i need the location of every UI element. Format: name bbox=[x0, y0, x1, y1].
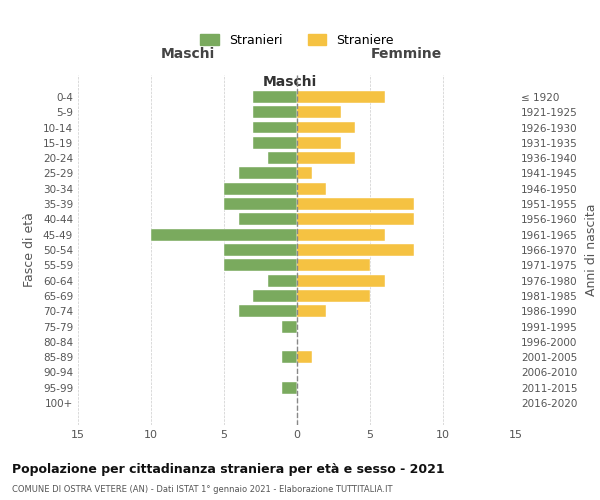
Bar bbox=[297, 214, 414, 226]
Text: Femmine: Femmine bbox=[371, 47, 442, 61]
Bar bbox=[239, 214, 297, 226]
Bar bbox=[297, 351, 311, 363]
Legend: Stranieri, Straniere: Stranieri, Straniere bbox=[195, 29, 399, 52]
Y-axis label: Anni di nascita: Anni di nascita bbox=[584, 204, 598, 296]
Bar bbox=[297, 168, 311, 179]
Bar bbox=[297, 274, 385, 286]
Bar bbox=[297, 198, 414, 210]
Bar bbox=[253, 290, 297, 302]
Bar bbox=[268, 152, 297, 164]
Bar bbox=[297, 260, 370, 272]
Bar bbox=[253, 91, 297, 103]
Bar bbox=[224, 260, 297, 272]
Bar bbox=[268, 274, 297, 286]
Bar bbox=[297, 228, 385, 240]
Bar bbox=[151, 228, 297, 240]
Bar bbox=[224, 198, 297, 210]
Bar bbox=[297, 91, 385, 103]
Bar bbox=[283, 351, 297, 363]
Text: Maschi: Maschi bbox=[263, 75, 317, 89]
Bar bbox=[297, 106, 341, 118]
Bar bbox=[253, 122, 297, 134]
Text: COMUNE DI OSTRA VETERE (AN) - Dati ISTAT 1° gennaio 2021 - Elaborazione TUTTITAL: COMUNE DI OSTRA VETERE (AN) - Dati ISTAT… bbox=[12, 485, 392, 494]
Bar bbox=[297, 290, 370, 302]
Bar bbox=[283, 382, 297, 394]
Text: Maschi: Maschi bbox=[160, 47, 215, 61]
Bar bbox=[297, 122, 355, 134]
Y-axis label: Fasce di età: Fasce di età bbox=[23, 212, 36, 288]
Bar bbox=[253, 137, 297, 149]
Bar bbox=[224, 183, 297, 194]
Bar bbox=[239, 168, 297, 179]
Bar bbox=[224, 244, 297, 256]
Bar bbox=[297, 152, 355, 164]
Bar bbox=[297, 306, 326, 317]
Bar bbox=[297, 183, 326, 194]
Bar bbox=[253, 106, 297, 118]
Text: Popolazione per cittadinanza straniera per età e sesso - 2021: Popolazione per cittadinanza straniera p… bbox=[12, 462, 445, 475]
Bar bbox=[297, 244, 414, 256]
Bar bbox=[297, 137, 341, 149]
Bar bbox=[239, 306, 297, 317]
Bar bbox=[283, 320, 297, 332]
